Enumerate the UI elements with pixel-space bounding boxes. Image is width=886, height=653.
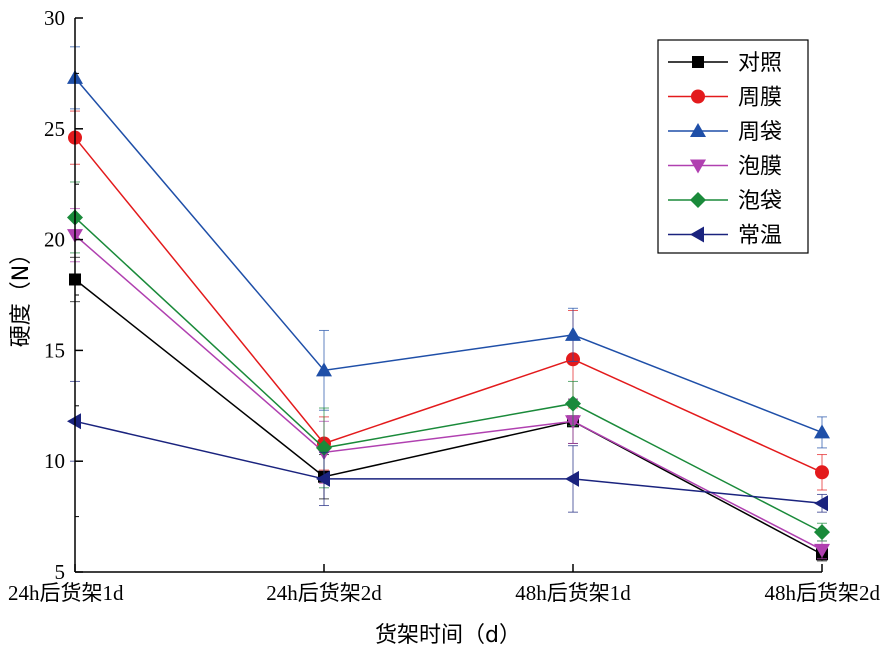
y-axis-title: 硬度（N） [9, 243, 34, 347]
plot-area [67, 46, 830, 562]
data-point [565, 395, 581, 412]
legend-label: 泡袋 [738, 189, 782, 214]
series-line [74, 137, 823, 473]
series-1 [69, 256, 828, 562]
x-tick-label: 48h后货架1d [515, 581, 631, 605]
legend-label: 泡膜 [738, 155, 782, 180]
legend-item-1: 对照 [668, 51, 782, 76]
y-tick-label: 5 [55, 560, 66, 584]
series-line [74, 234, 823, 551]
series-line [74, 420, 823, 505]
series-4 [67, 208, 830, 560]
legend-marker [690, 226, 704, 243]
series-5 [67, 181, 830, 542]
legend-label: 周袋 [738, 120, 782, 145]
legend-label: 常温 [738, 224, 782, 249]
series-line [74, 216, 823, 533]
legend-marker [690, 159, 706, 174]
data-point [815, 465, 829, 480]
legend-label: 周膜 [738, 86, 782, 111]
legend-item-3: 周袋 [668, 120, 782, 145]
y-tick-label: 30 [44, 6, 65, 30]
series-line [74, 278, 823, 555]
data-point [316, 362, 332, 377]
data-point [814, 543, 830, 558]
legend-item-2: 周膜 [668, 86, 782, 111]
x-axis-title: 货架时间（d） [375, 623, 521, 648]
x-tick-label: 24h后货架1d [8, 581, 124, 605]
data-point [565, 470, 579, 487]
data-point [814, 524, 830, 541]
data-point [814, 424, 830, 439]
y-tick-label: 15 [44, 338, 65, 362]
legend-item-5: 泡袋 [668, 189, 782, 214]
legend-item-6: 常温 [668, 224, 782, 249]
x-tick-label: 48h后货架2d [765, 581, 881, 605]
y-tick-label: 25 [44, 117, 65, 141]
y-tick-label: 10 [44, 449, 65, 473]
data-point [814, 495, 828, 512]
y-tick-label: 20 [44, 228, 65, 252]
x-tick-label: 24h后货架2d [266, 581, 382, 605]
data-point [565, 326, 581, 341]
legend-marker [691, 89, 705, 104]
series-3 [67, 46, 830, 449]
series-line [74, 77, 823, 434]
legend-marker [692, 56, 704, 68]
data-point [316, 470, 330, 487]
legend-label: 对照 [738, 51, 782, 76]
data-point [67, 413, 81, 430]
legend-box [657, 39, 809, 254]
legend-marker [690, 192, 706, 208]
axes: 5 10 15 20 25 30 24h后货架1d 24h后货架2d 48h后货架1d 48h后货… [8, 6, 880, 648]
legend-item-4: 泡膜 [668, 155, 782, 180]
legend-marker [690, 123, 706, 137]
